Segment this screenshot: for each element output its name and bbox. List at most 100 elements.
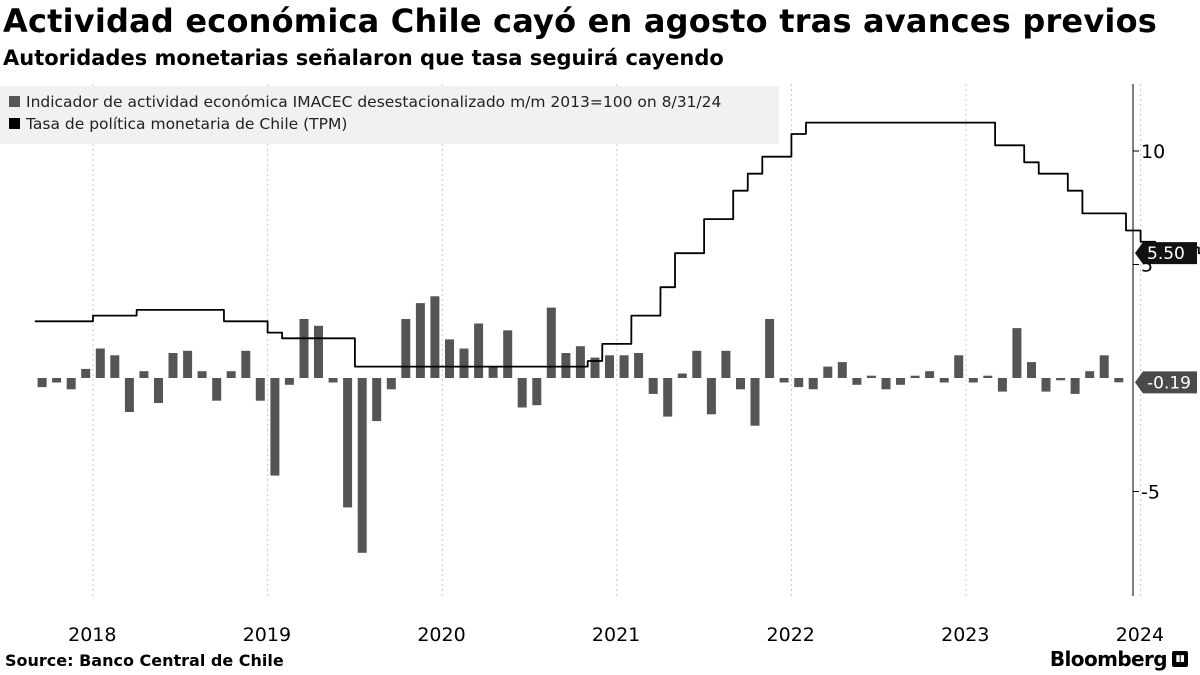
imacec-bar (415, 303, 425, 378)
imacec-bar (372, 378, 382, 422)
last-value-tags: 5.50 -0.19 (1135, 242, 1197, 394)
imacec-bar (1085, 371, 1095, 378)
imacec-bar (459, 348, 469, 378)
bloomberg-logo: Bloomberg ▮▮ (1050, 647, 1188, 671)
imacec-bar (605, 355, 614, 378)
imacec-bar (808, 378, 818, 390)
imacec-bar (939, 378, 949, 383)
imacec-bar (634, 353, 644, 378)
legend-background (0, 86, 779, 144)
imacec-bar (692, 350, 702, 378)
imacec-bar (823, 366, 833, 378)
imacec-bar (750, 378, 760, 426)
imacec-bar (1056, 378, 1066, 381)
imacec-bar (983, 375, 993, 378)
imacec-bar (314, 325, 323, 378)
chart-title: Actividad económica Chile cayó en agosto… (3, 2, 1157, 40)
imacec-bar (226, 371, 236, 378)
tpm-line (34, 121, 1200, 368)
imacec-bar (1041, 378, 1051, 392)
imacec-bar (896, 378, 905, 385)
imacec-bar (546, 307, 556, 378)
imacec-bar (357, 378, 367, 553)
x-tick-label-2020: 2020 (417, 624, 465, 646)
imacec-bar (648, 378, 658, 394)
x-tick-label-2019: 2019 (243, 624, 291, 646)
source-note: Source: Banco Central de Chile (5, 651, 284, 670)
imacec-bar (212, 378, 222, 401)
imacec-bar (532, 378, 542, 406)
legend-swatch-imacec (9, 96, 20, 107)
last-value-tag-bar (1135, 371, 1197, 394)
imacec-bar (168, 353, 178, 378)
imacec-bar (1012, 328, 1022, 378)
imacec-bar (241, 350, 251, 378)
imacec-bar (1114, 378, 1124, 383)
imacec-bar (881, 378, 891, 390)
imacec-bar (721, 350, 731, 378)
imacec-bar (925, 371, 935, 378)
y-tick-label: -5 (1141, 482, 1160, 504)
imacec-bar (663, 378, 673, 417)
imacec-bar (299, 319, 309, 378)
imacec-bar (736, 378, 745, 390)
imacec-bar (561, 353, 571, 378)
imacec-bar (968, 378, 978, 383)
imacec-bar (95, 348, 105, 378)
last-value-tag-line (1135, 242, 1197, 265)
last-value-label-bar: -0.19 (1147, 373, 1191, 393)
legend: Indicador de actividad económica IMACEC … (0, 86, 779, 144)
imacec-bar (197, 371, 207, 378)
imacec-bar (590, 357, 600, 378)
imacec-bar (139, 371, 149, 378)
imacec-bar (575, 346, 585, 378)
imacec-bar (866, 375, 876, 378)
imacec-bar (852, 378, 862, 385)
imacec-bar (81, 368, 91, 378)
x-tick-label-2021: 2021 (592, 624, 640, 646)
imacec-bar (954, 355, 964, 378)
last-value-label-line: 5.50 (1147, 244, 1185, 264)
imacec-bar (474, 323, 484, 378)
imacec-bar (386, 378, 396, 390)
imacec-bar (37, 378, 47, 388)
imacec-bar (110, 355, 120, 378)
x-tick-label-2018: 2018 (68, 624, 116, 646)
imacec-bar (183, 350, 193, 378)
imacec-bar (445, 339, 454, 378)
imacec-bar (1070, 378, 1080, 394)
imacec-bar (997, 378, 1007, 392)
x-tick-label-2024: 2024 (1116, 624, 1164, 646)
imacec-bar (794, 378, 804, 388)
x-tick-label-2022: 2022 (767, 624, 815, 646)
imacec-bar (837, 362, 847, 378)
imacec-bar (270, 378, 280, 476)
imacec-bar (1099, 355, 1109, 378)
imacec-bar (255, 378, 265, 401)
imacec-bars (37, 296, 1124, 553)
bloomberg-terminal-icon: ▮▮ (1172, 651, 1188, 667)
legend-swatch-tpm (9, 118, 20, 129)
imacec-bar (430, 296, 440, 378)
imacec-bar (619, 355, 629, 378)
y-axis: 105-5 (1132, 84, 1165, 596)
imacec-bar (343, 378, 353, 508)
x-tick-label-2023: 2023 (941, 624, 989, 646)
imacec-bar (517, 378, 527, 408)
brand-name: Bloomberg (1049, 647, 1168, 671)
x-axis: 2018 2019 2020 2021 2022 2023 2024 (68, 624, 1164, 646)
chart-subtitle: Autoridades monetarias señalaron que tas… (3, 46, 724, 70)
imacec-bar (328, 378, 338, 383)
legend-label-imacec: Indicador de actividad económica IMACEC … (26, 93, 721, 111)
imacec-bar (706, 378, 716, 415)
tpm-line-path (34, 121, 1200, 368)
imacec-bar (779, 378, 789, 383)
legend-label-tpm: Tasa de política monetaria de Chile (TPM… (25, 115, 347, 133)
imacec-bar (154, 378, 163, 403)
imacec-bar (503, 330, 513, 378)
imacec-bar (488, 366, 498, 378)
imacec-bar (52, 378, 62, 383)
imacec-bar (1027, 362, 1036, 378)
imacec-bar (124, 378, 134, 412)
